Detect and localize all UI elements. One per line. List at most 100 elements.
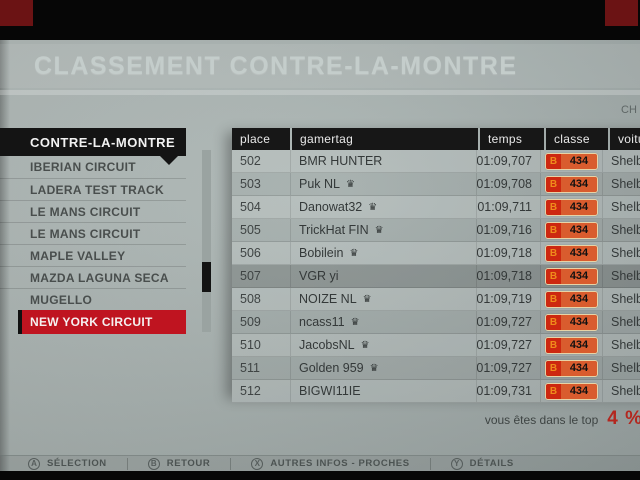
car-cell: Shelby	[602, 196, 640, 218]
gamertag-name: BIGWI11IE	[299, 384, 361, 398]
class-cell: B 434	[540, 265, 602, 287]
y-button-icon: Y	[450, 457, 463, 470]
crown-icon: ♛	[346, 178, 355, 190]
hint-x-button[interactable]: X AUTRES INFOS - PROCHES	[230, 457, 409, 470]
time-cell: 01:09,711	[476, 196, 540, 218]
page-title: CLASSEMENT CONTRE-LA-MONTRE	[34, 52, 518, 80]
sidebar-item-label: NEW YORK CIRCUIT	[30, 315, 153, 329]
time-cell: 01:09,707	[476, 150, 540, 172]
place-cell: 512	[240, 384, 261, 398]
title-band	[0, 44, 640, 88]
crown-icon: ♛	[374, 224, 384, 236]
top-right-text-fragment: CH	[621, 104, 637, 116]
car-cell: Shelby	[602, 288, 640, 310]
place-cell: 508	[240, 292, 261, 306]
top-bezel	[0, 0, 640, 40]
class-badge: B 434	[545, 313, 598, 331]
class-badge: B 434	[545, 152, 598, 170]
car-cell: Shelby	[602, 265, 640, 287]
gamertag-cell: BIGWI11IE	[290, 380, 476, 402]
b-button-icon: B	[147, 457, 160, 470]
place-cell: 506	[240, 246, 261, 260]
class-cell: B 434	[540, 173, 602, 195]
crown-icon: ♛	[349, 247, 359, 259]
selected-tick	[18, 310, 22, 334]
scrollbar-thumb[interactable]	[202, 262, 211, 292]
class-letter: B	[546, 291, 561, 307]
game-screen: CLASSEMENT CONTRE-LA-MONTRE CH CONTRE-LA…	[0, 40, 640, 471]
crown-icon: ♛	[369, 362, 379, 374]
time-cell: 01:09,727	[476, 357, 540, 379]
place-cell: 503	[240, 177, 261, 191]
rank-value: 4 %	[607, 408, 640, 429]
gamertag-name: NOIZE NL	[299, 292, 357, 306]
class-badge: B 434	[545, 267, 598, 285]
crown-icon: ♛	[368, 201, 378, 213]
performance-index: 434	[561, 383, 597, 399]
time-cell: 01:09,731	[476, 380, 540, 402]
time-cell: 01:09,727	[476, 311, 540, 333]
class-cell: B 434	[540, 150, 602, 172]
sidebar-header-notch	[160, 156, 178, 165]
class-letter: B	[546, 360, 561, 376]
sidebar-item-label: MAPLE VALLEY	[30, 248, 126, 263]
time-cell: 01:09,718	[476, 242, 540, 264]
leaderboard-table: placegamertagtempsclassevoiture 502 BMR H…	[232, 128, 640, 403]
rank-summary: vous êtes dans le top 4 %	[485, 408, 640, 430]
sidebar-item-label: MUGELLO	[30, 292, 93, 307]
sidebar-item-mugello[interactable]: MUGELLO	[0, 288, 186, 310]
sidebar-item-ladera-test-track[interactable]: LADERA TEST TRACK	[0, 178, 186, 200]
class-letter: B	[546, 176, 561, 192]
sidebar-item-le-mans-circuit[interactable]: LE MANS CIRCUIT	[0, 200, 186, 222]
sidebar-item-mazda-laguna-seca[interactable]: MAZDA LAGUNA SECA	[0, 266, 186, 288]
place-cell: 505	[240, 223, 261, 237]
sidebar-item-new-york-circuit[interactable]: NEW YORK CIRCUIT	[18, 310, 186, 334]
sidebar-item-iberian-circuit[interactable]: IBERIAN CIRCUIT	[0, 156, 186, 178]
rank-text: vous êtes dans le top	[484, 413, 599, 427]
class-letter: B	[546, 314, 561, 330]
time-cell: 01:09,716	[476, 219, 540, 241]
sidebar-scrollbar[interactable]	[202, 150, 211, 332]
sidebar-item-maple-valley[interactable]: MAPLE VALLEY	[0, 244, 186, 266]
place-cell: 511	[240, 361, 260, 375]
gamertag-cell: Bobilein ♛	[290, 242, 476, 264]
time-cell: 01:09,727	[476, 334, 540, 356]
class-letter: B	[546, 245, 561, 261]
sidebar-item-label: LADERA TEST TRACK	[30, 182, 164, 197]
hint-b-button[interactable]: B RETOUR	[126, 457, 211, 470]
class-letter: B	[546, 383, 561, 399]
hint-y-button[interactable]: Y DÉTAILS	[429, 457, 514, 470]
car-cell: Shelby	[602, 334, 640, 356]
gamertag-name: JacobsNL	[299, 338, 355, 352]
red-corner-left	[0, 0, 33, 26]
sidebar-item-le-mans-circuit[interactable]: LE MANS CIRCUIT	[0, 222, 186, 244]
sidebar-item-label: LE MANS CIRCUIT	[30, 226, 141, 241]
car-cell: Shelby	[602, 173, 640, 195]
gamertag-cell: JacobsNL ♛	[290, 334, 476, 356]
class-badge: B 434	[545, 359, 598, 377]
class-letter: B	[546, 199, 561, 215]
hint-a-button[interactable]: A SÉLECTION	[28, 457, 107, 470]
place-cell: 504	[240, 200, 261, 214]
time-cell: 01:09,708	[476, 173, 540, 195]
column-header-gamertag: gamertag	[292, 128, 478, 150]
controller-hints-bar: A SÉLECTION B RETOUR X AUTRES INFOS - PROCHES…	[0, 455, 640, 471]
class-badge: B 434	[545, 290, 598, 308]
car-cell: Shelby	[602, 219, 640, 241]
performance-index: 434	[561, 153, 597, 169]
gamertag-cell: NOIZE NL ♛	[290, 288, 476, 310]
performance-index: 434	[561, 222, 597, 238]
